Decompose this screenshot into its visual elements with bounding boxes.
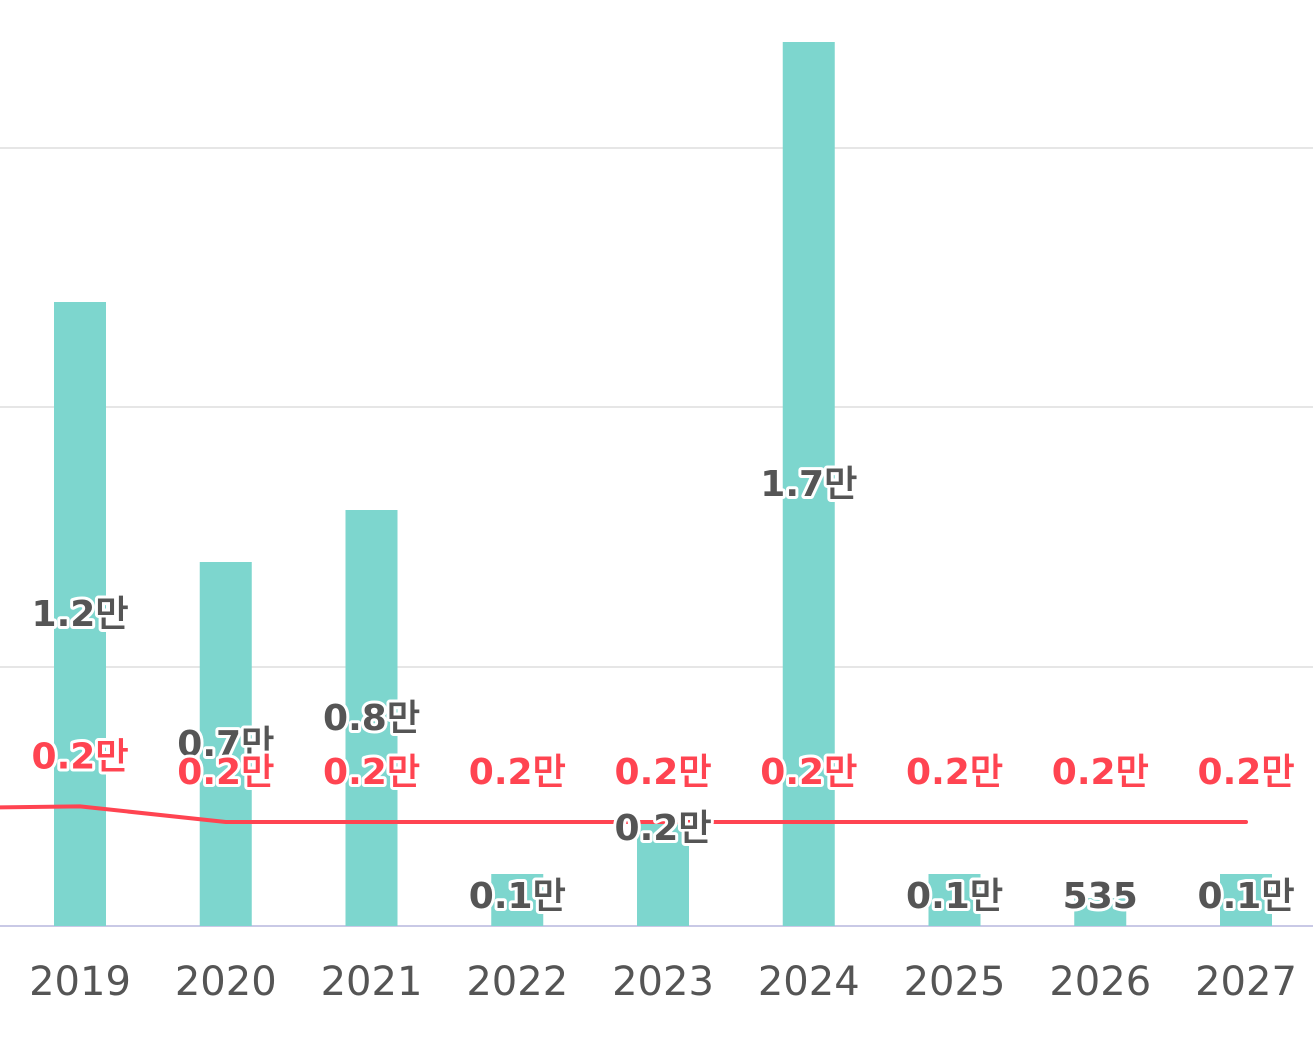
x-tick-label-2026: 2026 bbox=[1049, 959, 1151, 1005]
line-value-label-2022: 0.2만 bbox=[469, 752, 566, 793]
bar-2021 bbox=[345, 510, 398, 926]
x-tick-label-2024: 2024 bbox=[758, 959, 860, 1005]
x-tick-label-2025: 2025 bbox=[904, 959, 1006, 1005]
bar-value-label-2020: 0.7만 bbox=[177, 724, 274, 765]
x-tick-label-2022: 2022 bbox=[466, 959, 568, 1005]
bar-2027 bbox=[1220, 874, 1272, 926]
bar-2019 bbox=[54, 302, 106, 926]
bar-value-label-2027: 0.1만 bbox=[1198, 876, 1295, 917]
bar-value-label-2022: 0.1만 bbox=[469, 876, 566, 917]
line-value-label-2019: 0.2만 bbox=[32, 736, 129, 777]
line-layer bbox=[0, 804, 1248, 824]
bar-value-label-2019: 1.2만 bbox=[32, 594, 129, 635]
line-value-label-2026: 0.2만 bbox=[1052, 752, 1149, 793]
bar-2023 bbox=[637, 822, 689, 926]
line-value-label-2020: 0.2만 bbox=[177, 752, 274, 793]
bar-value-label-2021: 0.8만 bbox=[323, 698, 420, 739]
bar-2022 bbox=[491, 874, 544, 926]
x-tick-label-2021: 2021 bbox=[321, 959, 423, 1005]
x-tick-label-2027: 2027 bbox=[1195, 959, 1297, 1005]
bar-2025 bbox=[928, 874, 981, 926]
line-value-label-2025: 0.2만 bbox=[906, 752, 1003, 793]
line-value-label-2024: 0.2만 bbox=[760, 752, 857, 793]
line-value-label-2023: 0.2만 bbox=[615, 752, 712, 793]
label-layer: 1.2만 0.7만 0.8만 0.1만 0.2만 1.7만 0.1만 535 0.1만 0.2만 0… bbox=[29, 461, 1298, 920]
bar-2026 bbox=[1074, 898, 1127, 926]
bar-layer bbox=[54, 42, 1272, 926]
x-tick-label-2020: 2020 bbox=[175, 959, 277, 1005]
bar-value-label-2024: 1.7만 bbox=[760, 464, 857, 505]
bar-value-label-2025: 0.1만 bbox=[906, 876, 1003, 917]
tick-layer: 2019 2020 2021 2022 2023 2024 2025 2026 2027 bbox=[29, 959, 1297, 1005]
x-tick-label-2023: 2023 bbox=[612, 959, 714, 1005]
bar-value-label-2023: 0.2만 bbox=[615, 808, 712, 849]
line-value-label-2021: 0.2만 bbox=[323, 752, 420, 793]
line-value-label-2027: 0.2만 bbox=[1198, 752, 1295, 793]
bar-value-label-2026: 535 bbox=[1063, 876, 1138, 917]
x-tick-label-2019: 2019 bbox=[29, 959, 131, 1005]
bar-2024 bbox=[782, 42, 835, 926]
trend-line bbox=[0, 804, 1248, 824]
bar-2020 bbox=[199, 562, 252, 926]
